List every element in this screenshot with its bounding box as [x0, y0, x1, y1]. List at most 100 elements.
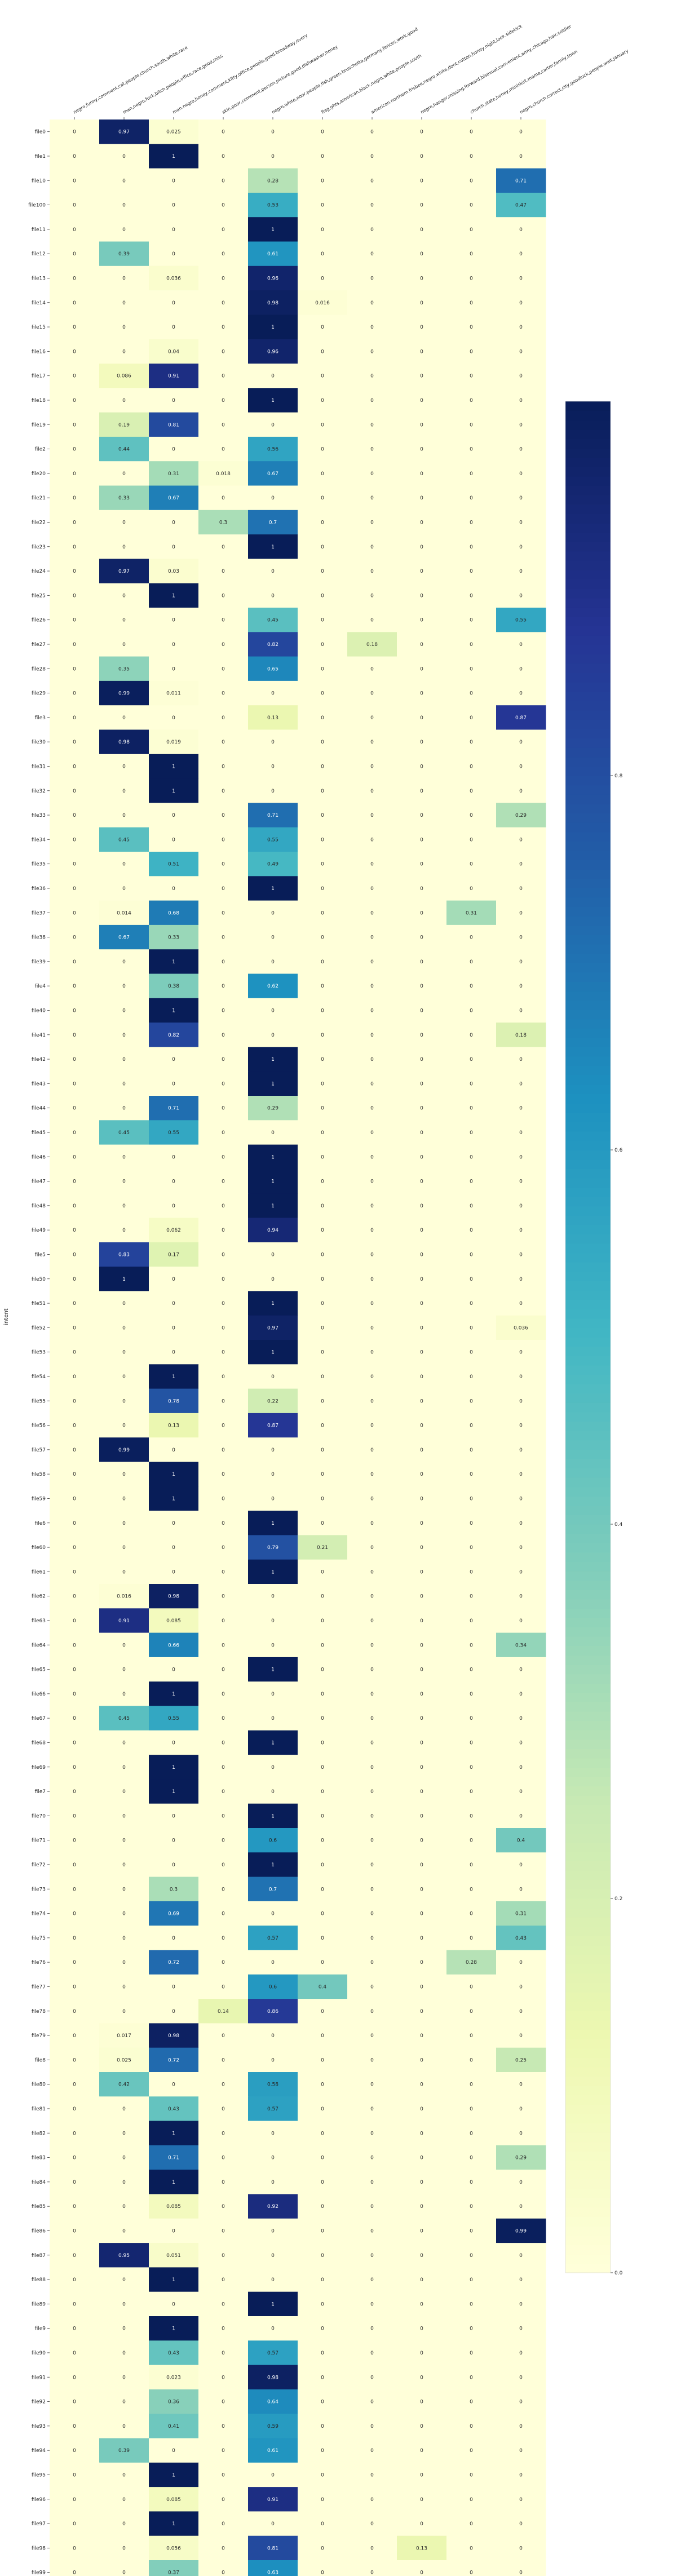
cell-value-label: 0 [172, 1179, 175, 1185]
colorbar-segment [565, 532, 611, 542]
cell-value-label: 0 [122, 1789, 126, 1795]
colorbar-segment [565, 738, 611, 748]
heatmap-cell [397, 1803, 447, 1829]
cell-value-label: 0 [122, 1862, 126, 1868]
heatmap-cell [149, 656, 199, 681]
cell-value-label: 0 [122, 715, 126, 721]
heatmap-cell [298, 2462, 348, 2488]
row-label: file89 [32, 2301, 46, 2307]
heatmap-cell [149, 2121, 199, 2146]
cell-value-label: 0 [420, 1960, 423, 1966]
heatmap-cell [397, 1974, 447, 1999]
cell-value-label: 0 [271, 1765, 275, 1771]
cell-value-label: 0 [73, 1911, 76, 1917]
heatmap-cell [198, 2511, 249, 2537]
heatmap-cell [298, 1608, 348, 1634]
cell-value-label: 0 [222, 1789, 225, 1795]
heatmap-cell [298, 973, 348, 999]
heatmap-cell [99, 1926, 149, 1950]
cell-value-label: 0 [73, 300, 76, 306]
heatmap-cell [397, 1559, 447, 1584]
cell-value-label: 0 [370, 2253, 374, 2259]
cell-value-label: 0 [321, 471, 324, 477]
row-label: file27 [32, 642, 46, 648]
heatmap-cell [149, 168, 199, 193]
cell-value-label: 0 [420, 1545, 423, 1551]
cell-value-label: 0 [420, 715, 423, 721]
cell-value-label: 0 [222, 1448, 225, 1453]
colorbar-segment [565, 953, 611, 963]
heatmap-cell [347, 339, 397, 364]
cell-value-label: 0.63 [267, 2570, 278, 2576]
cell-value-label: 0 [370, 1301, 374, 1307]
heatmap-cell [50, 1047, 100, 1072]
heatmap-cell [99, 1828, 149, 1853]
row-label: file39 [32, 959, 46, 965]
cell-value-label: 0.58 [267, 2082, 278, 2088]
heatmap-cell [496, 412, 546, 437]
heatmap-cell [248, 2072, 298, 2097]
cell-value-label: 0 [420, 1106, 423, 1112]
heatmap-cell [50, 680, 100, 706]
heatmap-cell [149, 1876, 199, 1902]
row-label: file80 [32, 2082, 46, 2088]
cell-value-label: 0 [519, 1984, 523, 1990]
row-label: file78 [32, 2009, 46, 2015]
cell-value-label: 0.085 [166, 1618, 181, 1624]
heatmap-cell [198, 1755, 249, 1780]
cell-value-label: 0 [73, 984, 76, 989]
heatmap-cell [496, 2511, 546, 2537]
cell-value-label: 0 [271, 1252, 275, 1258]
heatmap-cell [298, 315, 348, 340]
heatmap-cell [298, 119, 348, 144]
colorbar-segment [565, 1084, 611, 1094]
cell-value-label: 0 [420, 1667, 423, 1673]
heatmap-cell [397, 1511, 447, 1535]
heatmap-cell [446, 1071, 497, 1096]
cell-value-label: 0 [321, 1033, 324, 1038]
heatmap-cell [397, 436, 447, 462]
heatmap-cell [99, 1096, 149, 1121]
cell-value-label: 0 [271, 2033, 275, 2039]
cell-value-label: 0 [370, 2521, 374, 2527]
heatmap-cell [198, 1584, 249, 1609]
row-label: file15 [32, 325, 46, 330]
cell-value-label: 0 [73, 2057, 76, 2063]
cell-value-label: 0 [222, 2033, 225, 2039]
cell-value-label: 0 [470, 2326, 473, 2332]
heatmap-cell [50, 827, 100, 852]
cell-value-label: 0.71 [168, 2155, 179, 2161]
heatmap-cell [99, 485, 149, 511]
heatmap-cell [50, 461, 100, 486]
heatmap-cell [347, 2487, 397, 2512]
cell-value-label: 0 [222, 251, 225, 257]
heatmap-cell [397, 364, 447, 388]
heatmap-cell [99, 119, 149, 144]
cell-value-label: 1 [271, 1203, 275, 1209]
heatmap-cell [50, 1681, 100, 1706]
heatmap-cell [99, 1437, 149, 1462]
heatmap-cell [496, 1657, 546, 1682]
heatmap-cell [496, 241, 546, 267]
cell-value-label: 0.51 [168, 862, 179, 867]
colorbar-segment [565, 1094, 611, 1104]
cell-value-label: 0 [122, 1813, 126, 1819]
colorbar-segment [565, 682, 611, 692]
cell-value-label: 0 [470, 2497, 473, 2503]
heatmap-cell [198, 2145, 249, 2170]
heatmap-cell [149, 1267, 199, 1291]
cell-value-label: 0 [370, 1228, 374, 1233]
cell-value-label: 0 [122, 520, 126, 525]
colorbar-segment [565, 1169, 611, 1179]
cell-value-label: 0.19 [118, 422, 130, 428]
heatmap-cell [347, 2438, 397, 2463]
heatmap-cell [397, 290, 447, 315]
cell-value-label: 0 [370, 1740, 374, 1746]
colorbar-segment [565, 1299, 611, 1309]
heatmap-cell [446, 2535, 497, 2561]
cell-value-label: 0 [73, 2301, 76, 2307]
heatmap-cell [149, 754, 199, 779]
heatmap-cell [248, 315, 298, 340]
cell-value-label: 0 [172, 2228, 175, 2234]
heatmap-cell [50, 1559, 100, 1584]
